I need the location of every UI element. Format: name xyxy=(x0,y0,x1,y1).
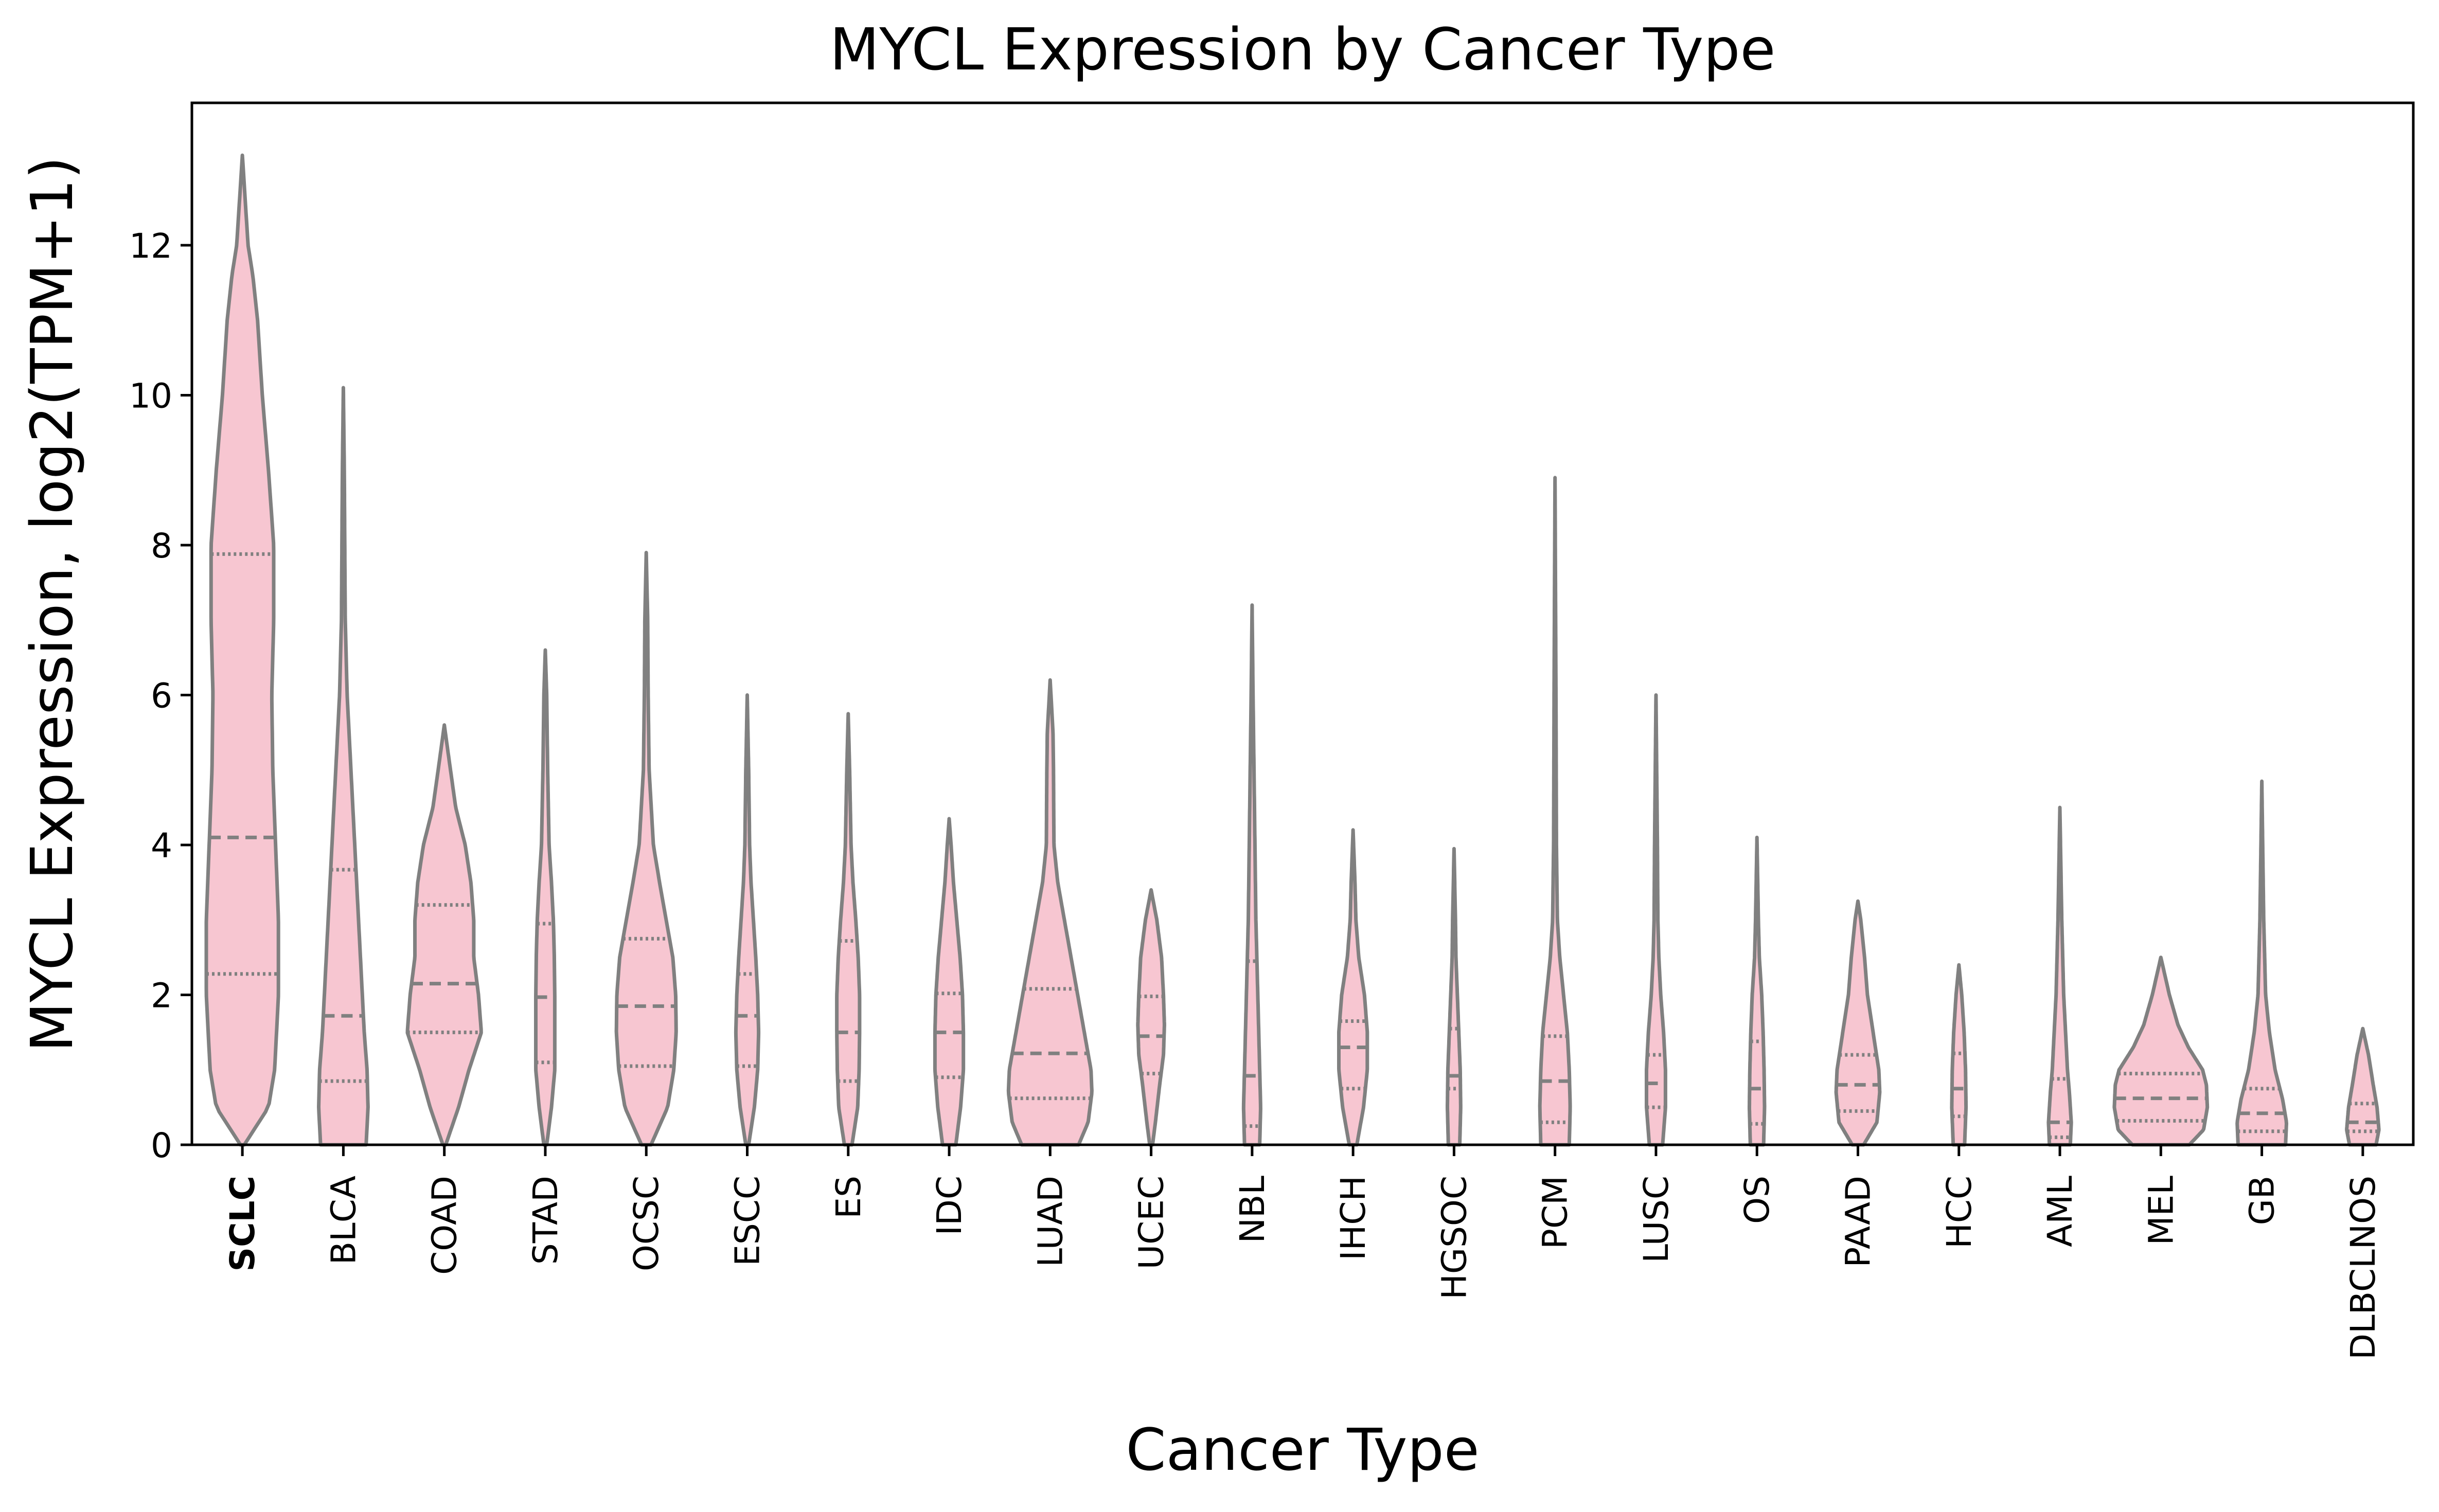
violin-body xyxy=(1645,693,1667,1147)
violin-body xyxy=(1241,603,1262,1147)
x-tick-label: MEL xyxy=(2141,1176,2181,1246)
violin-body xyxy=(1337,828,1369,1147)
violin-hgsoc xyxy=(1446,847,1463,1147)
x-tick-label: ES xyxy=(829,1176,868,1219)
violin-body xyxy=(1136,888,1166,1147)
violin-os xyxy=(1748,835,1767,1147)
y-tick-label: 12 xyxy=(129,226,172,266)
x-tick-label: HCC xyxy=(1939,1176,1979,1249)
violin-body xyxy=(534,648,557,1147)
violin-body xyxy=(317,386,370,1147)
violin-body xyxy=(2046,805,2073,1147)
y-tick-label: 2 xyxy=(151,976,172,1015)
y-axis: 0 2 4 6 8 10 12 xyxy=(129,226,192,1165)
y-tick-label: 6 xyxy=(151,676,172,715)
x-tick-label: DLBCLNOS xyxy=(2343,1176,2383,1360)
x-tick-label: LUAD xyxy=(1030,1176,1070,1267)
violin-mel xyxy=(2112,956,2210,1147)
violin-body xyxy=(933,817,966,1147)
x-tick-label: BLCA xyxy=(324,1176,363,1265)
violin-hcc xyxy=(1950,963,1968,1147)
x-tick-label: NBL xyxy=(1233,1176,1272,1244)
violin-body xyxy=(734,693,761,1147)
x-tick-label: OS xyxy=(1737,1176,1777,1224)
violin-ocsc xyxy=(614,551,678,1147)
violin-dlbclnos xyxy=(2345,1027,2381,1147)
violin-ucec xyxy=(1136,888,1166,1147)
violin-ihch xyxy=(1337,828,1369,1147)
x-tick-label: ESCC xyxy=(728,1176,768,1266)
violin-pcm xyxy=(1538,476,1572,1147)
violin-sclc xyxy=(204,153,280,1147)
x-tick-label: HGSOC xyxy=(1434,1176,1474,1300)
violin-body xyxy=(835,712,862,1147)
violin-paad xyxy=(1834,899,1882,1147)
plot-area-frame xyxy=(190,101,2415,1146)
x-tick-label: GB xyxy=(2242,1176,2282,1225)
violin-gb xyxy=(2235,779,2288,1147)
violin-body xyxy=(1538,476,1572,1147)
violin-lusc xyxy=(1645,693,1667,1147)
x-tick-label: IHCH xyxy=(1333,1176,1373,1261)
violin-body xyxy=(1446,847,1463,1147)
x-tick-label: IDC xyxy=(930,1176,969,1235)
x-tick-label: SCLC xyxy=(223,1176,262,1271)
violin-body xyxy=(614,551,678,1147)
x-axis-label: Cancer Type xyxy=(1126,1417,1479,1484)
x-tick-label: OCSC xyxy=(627,1176,666,1271)
violin-body xyxy=(1006,678,1094,1147)
y-tick-label: 0 xyxy=(151,1126,172,1165)
y-tick-label: 4 xyxy=(151,826,172,866)
violin-stad xyxy=(534,648,557,1147)
x-tick-label: LUSC xyxy=(1636,1176,1676,1263)
violin-es xyxy=(835,712,862,1147)
violin-escc xyxy=(734,693,761,1147)
violin-body xyxy=(405,723,483,1147)
violin-luad xyxy=(1006,678,1094,1147)
x-tick-label: STAD xyxy=(526,1176,565,1265)
x-tick-label: PAAD xyxy=(1839,1176,1878,1268)
violin-aml xyxy=(2046,805,2073,1147)
violin-body xyxy=(204,153,280,1147)
x-axis: SCLC BLCA COAD STAD OCSC ESCC ES IDC LUAD UCEC NBL… xyxy=(223,1145,2383,1360)
y-axis-label: MYCL Expression, log2(TPM+1) xyxy=(19,156,86,1052)
violin-idc xyxy=(933,817,966,1147)
violin-body xyxy=(2235,779,2288,1147)
violin-body xyxy=(2345,1027,2381,1147)
chart-title: MYCL Expression by Cancer Type xyxy=(830,16,1776,83)
violins-layer xyxy=(204,153,2381,1147)
x-tick-label: UCEC xyxy=(1132,1176,1171,1269)
y-tick-label: 10 xyxy=(129,376,172,416)
y-tick-label: 8 xyxy=(151,526,172,566)
violin-blca xyxy=(317,386,370,1147)
x-tick-label: COAD xyxy=(425,1176,465,1275)
violin-coad xyxy=(405,723,483,1147)
x-tick-label: PCM xyxy=(1536,1176,1575,1249)
x-tick-label: AML xyxy=(2040,1176,2080,1247)
violin-nbl xyxy=(1241,603,1262,1147)
